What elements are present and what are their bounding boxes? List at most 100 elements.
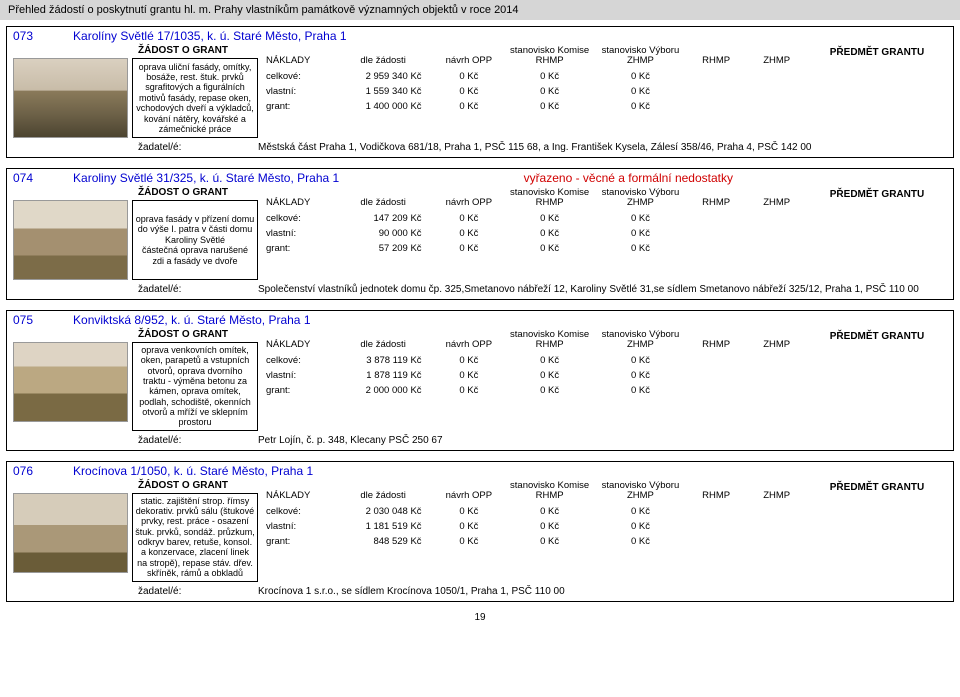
cell: 0 Kč — [434, 504, 505, 519]
col-vybor: stanovisko Výboru ZHMP — [595, 45, 686, 69]
col-dle-zadosti: dle žádosti — [333, 329, 434, 353]
entry-address: Karolíny Světlé 17/1035, k. ú. Staré Měs… — [73, 29, 347, 43]
zadost-label: ŽÁDOST O GRANT — [13, 187, 258, 200]
grant-entry: 076 Krocínova 1/1050, k. ú. Staré Město,… — [6, 461, 954, 602]
entry-address: Konviktská 8/952, k. ú. Staré Město, Pra… — [73, 313, 310, 327]
entry-description: oprava uliční fasády, omítky, bosáže, re… — [132, 58, 258, 138]
cell: 0 Kč — [504, 241, 595, 256]
col-rhmp: RHMP — [686, 480, 747, 504]
applicant-text: Městská část Praha 1, Vodičkova 681/18, … — [258, 142, 947, 153]
col-vybor: stanovisko Výboru ZHMP — [595, 480, 686, 504]
cell-celkove: 2 030 048 Kč — [333, 504, 434, 519]
col-dle-zadosti: dle žádosti — [333, 187, 434, 211]
cell: 0 Kč — [595, 84, 686, 99]
entry-address: Krocínova 1/1050, k. ú. Staré Město, Pra… — [73, 464, 313, 478]
cell: 0 Kč — [504, 226, 595, 241]
cell: 0 Kč — [434, 534, 505, 549]
cell: 0 Kč — [434, 368, 505, 383]
row-grant-label: grant: — [262, 383, 333, 398]
col-naklady: NÁKLADY — [262, 187, 333, 211]
cost-table: NÁKLADY dle žádosti návrh OPP stanovisko… — [262, 45, 807, 114]
cell: 0 Kč — [595, 69, 686, 84]
grant-entry: 075 Konviktská 8/952, k. ú. Staré Město,… — [6, 310, 954, 451]
cell: 0 Kč — [504, 84, 595, 99]
cell: 0 Kč — [595, 504, 686, 519]
row-grant-label: grant: — [262, 241, 333, 256]
col-navrh-opp: návrh OPP — [434, 480, 505, 504]
entry-photo — [13, 493, 128, 573]
cell: 0 Kč — [595, 211, 686, 226]
cell: 0 Kč — [504, 353, 595, 368]
cell: 0 Kč — [595, 383, 686, 398]
col-rhmp: RHMP — [686, 45, 747, 69]
col-navrh-opp: návrh OPP — [434, 329, 505, 353]
cell: 0 Kč — [504, 504, 595, 519]
entry-id: 074 — [7, 171, 73, 185]
row-vlastni-label: vlastní: — [262, 368, 333, 383]
cost-table: NÁKLADY dle žádosti návrh OPP stanovisko… — [262, 187, 807, 256]
cell: 0 Kč — [504, 211, 595, 226]
applicant-label: žadatel/é: — [13, 284, 258, 295]
cell: 0 Kč — [504, 69, 595, 84]
row-celkove-label: celkové: — [262, 211, 333, 226]
row-celkove-label: celkové: — [262, 353, 333, 368]
applicant-label: žadatel/é: — [13, 435, 258, 446]
entry-id: 076 — [7, 464, 73, 478]
predmet-label: PŘEDMĚT GRANTU — [807, 480, 947, 582]
row-vlastni-label: vlastní: — [262, 226, 333, 241]
entry-id: 075 — [7, 313, 73, 327]
row-vlastni-label: vlastní: — [262, 84, 333, 99]
col-vybor: stanovisko Výboru ZHMP — [595, 329, 686, 353]
col-zhmp: ZHMP — [746, 329, 807, 353]
applicant-text: Společenství vlastníků jednotek domu čp.… — [258, 284, 947, 295]
cell-grant: 1 400 000 Kč — [333, 99, 434, 114]
cell-vlastni: 1 559 340 Kč — [333, 84, 434, 99]
cell: 0 Kč — [434, 226, 505, 241]
cell: 0 Kč — [504, 519, 595, 534]
predmet-label: PŘEDMĚT GRANTU — [807, 329, 947, 431]
cell: 0 Kč — [595, 241, 686, 256]
cell: 0 Kč — [504, 383, 595, 398]
entry-address: Karoliny Světlé 31/325, k. ú. Staré Měst… — [73, 171, 339, 185]
cell: 0 Kč — [595, 353, 686, 368]
col-naklady: NÁKLADY — [262, 329, 333, 353]
entry-description: static. zajištění strop. římsy dekorativ… — [132, 493, 258, 582]
col-rhmp: RHMP — [686, 187, 747, 211]
applicant-text: Petr Lojín, č. p. 348, Klecany PSČ 250 6… — [258, 435, 947, 446]
cell-celkove: 147 209 Kč — [333, 211, 434, 226]
applicant-label: žadatel/é: — [13, 142, 258, 153]
row-grant-label: grant: — [262, 534, 333, 549]
cell: 0 Kč — [595, 99, 686, 114]
cell-grant: 2 000 000 Kč — [333, 383, 434, 398]
col-zhmp: ZHMP — [746, 45, 807, 69]
row-celkove-label: celkové: — [262, 504, 333, 519]
cell-vlastni: 1 878 119 Kč — [333, 368, 434, 383]
cell-celkove: 3 878 119 Kč — [333, 353, 434, 368]
cost-table: NÁKLADY dle žádosti návrh OPP stanovisko… — [262, 329, 807, 398]
cell: 0 Kč — [504, 534, 595, 549]
entry-photo — [13, 200, 128, 280]
cell-grant: 57 209 Kč — [333, 241, 434, 256]
entry-photo — [13, 58, 128, 138]
col-navrh-opp: návrh OPP — [434, 45, 505, 69]
row-vlastni-label: vlastní: — [262, 519, 333, 534]
applicant-text: Krocínova 1 s.r.o., se sídlem Krocínova … — [258, 586, 947, 597]
cell: 0 Kč — [434, 211, 505, 226]
col-dle-zadosti: dle žádosti — [333, 45, 434, 69]
cell-vlastni: 1 181 519 Kč — [333, 519, 434, 534]
page-number: 19 — [0, 612, 960, 623]
col-komise: stanovisko Komise RHMP — [504, 480, 595, 504]
cell: 0 Kč — [595, 226, 686, 241]
cell: 0 Kč — [595, 519, 686, 534]
cell-vlastni: 90 000 Kč — [333, 226, 434, 241]
entry-photo — [13, 342, 128, 422]
entry-status: vyřazeno - věcné a formální nedostatky — [524, 171, 953, 185]
predmet-label: PŘEDMĚT GRANTU — [807, 187, 947, 280]
col-zhmp: ZHMP — [746, 480, 807, 504]
predmet-label: PŘEDMĚT GRANTU — [807, 45, 947, 138]
col-zhmp: ZHMP — [746, 187, 807, 211]
cell-grant: 848 529 Kč — [333, 534, 434, 549]
cell-celkove: 2 959 340 Kč — [333, 69, 434, 84]
cell: 0 Kč — [434, 353, 505, 368]
col-navrh-opp: návrh OPP — [434, 187, 505, 211]
